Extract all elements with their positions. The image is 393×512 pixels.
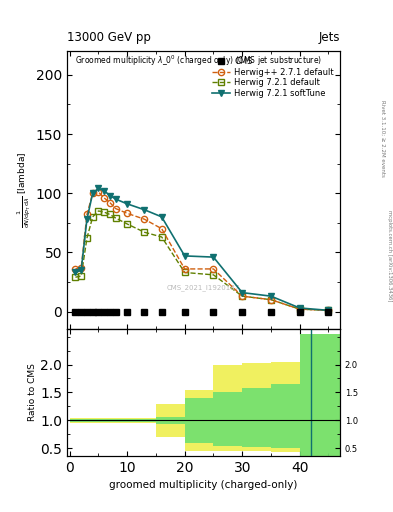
Herwig 7.2.1 default (125, 221, 130, 227)
CMS (79, 308, 84, 314)
CMS (268, 308, 273, 314)
Herwig++ 2.7.1 default (182, 266, 187, 272)
Y-axis label: $\frac{1}{\mathrm{d}N / \mathrm{d}p_\mathrm{T}\,\mathrm{d}\lambda}$ [lambda]: $\frac{1}{\mathrm{d}N / \mathrm{d}p_\mat… (15, 152, 33, 228)
CMS (125, 308, 130, 314)
Herwig 7.2.1 default (326, 307, 331, 313)
Herwig 7.2.1 default (182, 269, 187, 275)
Text: mcplots.cern.ch [arXiv:1306.3436]: mcplots.cern.ch [arXiv:1306.3436] (387, 210, 391, 302)
Text: Jets: Jets (318, 31, 340, 44)
CMS (142, 308, 147, 314)
Herwig++ 2.7.1 default (108, 200, 112, 206)
Herwig++ 2.7.1 default (73, 266, 78, 272)
Herwig 7.2.1 default (102, 209, 107, 215)
Herwig++ 2.7.1 default (125, 210, 130, 217)
Herwig++ 2.7.1 default (142, 216, 147, 222)
Herwig 7.2.1 default (90, 214, 95, 220)
Herwig 7.2.1 default (73, 274, 78, 280)
Text: 13000 GeV pp: 13000 GeV pp (67, 31, 151, 44)
Herwig 7.2.1 default (159, 234, 164, 240)
Herwig 7.2.1 softTune (108, 193, 112, 199)
CMS (84, 308, 89, 314)
CMS (113, 308, 118, 314)
Herwig 7.2.1 softTune (182, 253, 187, 259)
Herwig 7.2.1 default (142, 229, 147, 236)
Herwig 7.2.1 softTune (298, 305, 302, 311)
Herwig++ 2.7.1 default (102, 195, 107, 201)
Herwig++ 2.7.1 default (113, 205, 118, 211)
Herwig++ 2.7.1 default (84, 211, 89, 218)
CMS (240, 308, 244, 314)
Herwig 7.2.1 softTune (125, 201, 130, 207)
Herwig++ 2.7.1 default (159, 226, 164, 232)
Legend: CMS, Herwig++ 2.7.1 default, Herwig 7.2.1 default, Herwig 7.2.1 softTune: CMS, Herwig++ 2.7.1 default, Herwig 7.2.… (210, 55, 336, 100)
CMS (73, 308, 78, 314)
Herwig 7.2.1 softTune (159, 214, 164, 220)
Herwig 7.2.1 softTune (268, 293, 273, 299)
Herwig 7.2.1 softTune (96, 185, 101, 191)
Line: Herwig 7.2.1 softTune: Herwig 7.2.1 softTune (72, 185, 332, 314)
CMS (159, 308, 164, 314)
Herwig++ 2.7.1 default (268, 296, 273, 303)
Text: Rivet 3.1.10; ≥ 2.2M events: Rivet 3.1.10; ≥ 2.2M events (381, 100, 386, 177)
Herwig 7.2.1 softTune (90, 190, 95, 196)
Text: Groomed multiplicity $\lambda\_0^0$ (charged only) (CMS jet substructure): Groomed multiplicity $\lambda\_0^0$ (cha… (75, 54, 322, 69)
Herwig 7.2.1 softTune (240, 289, 244, 295)
CMS (326, 308, 331, 314)
CMS (90, 308, 95, 314)
CMS (102, 308, 107, 314)
Line: Herwig++ 2.7.1 default: Herwig++ 2.7.1 default (72, 189, 332, 313)
CMS (108, 308, 112, 314)
Herwig++ 2.7.1 default (96, 189, 101, 195)
Herwig++ 2.7.1 default (240, 293, 244, 299)
X-axis label: groomed multiplicity (charged-only): groomed multiplicity (charged-only) (109, 480, 298, 490)
Y-axis label: Ratio to CMS: Ratio to CMS (28, 364, 37, 421)
Herwig 7.2.1 default (240, 293, 244, 299)
Herwig 7.2.1 default (298, 306, 302, 312)
Herwig 7.2.1 softTune (102, 188, 107, 194)
Herwig 7.2.1 softTune (84, 216, 89, 222)
CMS (298, 308, 302, 314)
Herwig++ 2.7.1 default (79, 265, 84, 271)
Herwig 7.2.1 softTune (326, 307, 331, 313)
Line: CMS: CMS (73, 309, 331, 314)
Herwig++ 2.7.1 default (326, 307, 331, 313)
Herwig 7.2.1 softTune (113, 196, 118, 202)
Herwig 7.2.1 default (268, 296, 273, 303)
Herwig++ 2.7.1 default (298, 306, 302, 312)
CMS (211, 308, 216, 314)
Herwig 7.2.1 default (79, 273, 84, 279)
Herwig 7.2.1 default (113, 215, 118, 221)
Herwig 7.2.1 default (96, 208, 101, 214)
Text: CMS_2021_I1920187: CMS_2021_I1920187 (167, 284, 240, 291)
Herwig 7.2.1 softTune (73, 269, 78, 275)
Herwig 7.2.1 softTune (142, 207, 147, 213)
Herwig 7.2.1 default (211, 272, 216, 278)
Herwig++ 2.7.1 default (90, 190, 95, 196)
Herwig 7.2.1 softTune (79, 267, 84, 273)
CMS (96, 308, 101, 314)
Herwig++ 2.7.1 default (211, 266, 216, 272)
CMS (182, 308, 187, 314)
Herwig 7.2.1 default (84, 235, 89, 241)
Herwig 7.2.1 default (108, 211, 112, 218)
Line: Herwig 7.2.1 default: Herwig 7.2.1 default (72, 208, 332, 313)
Herwig 7.2.1 softTune (211, 254, 216, 260)
